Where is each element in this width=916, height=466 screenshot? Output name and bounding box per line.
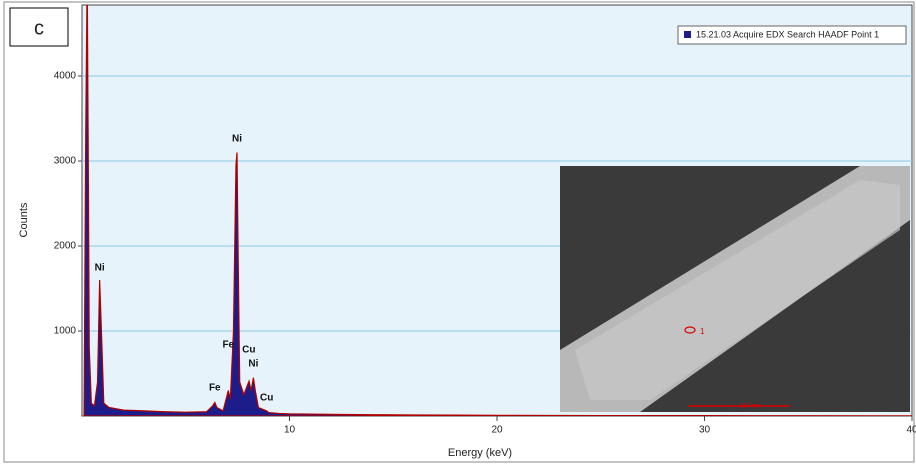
inset-point-label: 1 — [700, 327, 705, 336]
legend-swatch — [684, 31, 691, 38]
legend-label: 15.21.03 Acquire EDX Search HAADF Point … — [696, 29, 879, 39]
labels: 1000 2000 3000 4000 10 20 30 40 Ni Fe Fe Ni Cu Ni Cu 15… — [54, 25, 916, 436]
x-tick-label: 40 — [906, 425, 916, 436]
panel-label-box — [9, 7, 69, 47]
x-axis-label: Energy (keV) — [448, 447, 512, 459]
peak-label: Ni — [248, 359, 258, 370]
x-tick-label: 20 — [491, 425, 503, 436]
peak-label: Ni — [95, 263, 105, 274]
inset-scale-label: 100 nm — [740, 404, 760, 410]
y-axis-label: Counts — [18, 202, 30, 237]
peak-label: Cu — [260, 393, 273, 404]
legend-box — [677, 25, 907, 45]
peak-label: Fe — [222, 340, 234, 351]
x-tick-label: 30 — [699, 425, 711, 436]
peak-label: Ni — [232, 133, 242, 144]
legend: 15.21.03 Acquire EDX Search HAADF Point … — [677, 25, 907, 45]
marks — [83, 5, 912, 416]
peak-label: Fe — [209, 383, 221, 394]
inset-image — [560, 166, 910, 412]
peak-label: Cu — [242, 345, 255, 356]
spectrum-area — [83, 5, 912, 416]
y-tick-label: 2000 — [54, 241, 77, 252]
y-tick-label: 1000 — [54, 326, 77, 337]
panel-label: c — [34, 17, 44, 39]
x-tick-label: 10 — [284, 425, 296, 436]
y-tick-label: 3000 — [54, 156, 77, 167]
y-tick-label: 4000 — [54, 71, 77, 82]
